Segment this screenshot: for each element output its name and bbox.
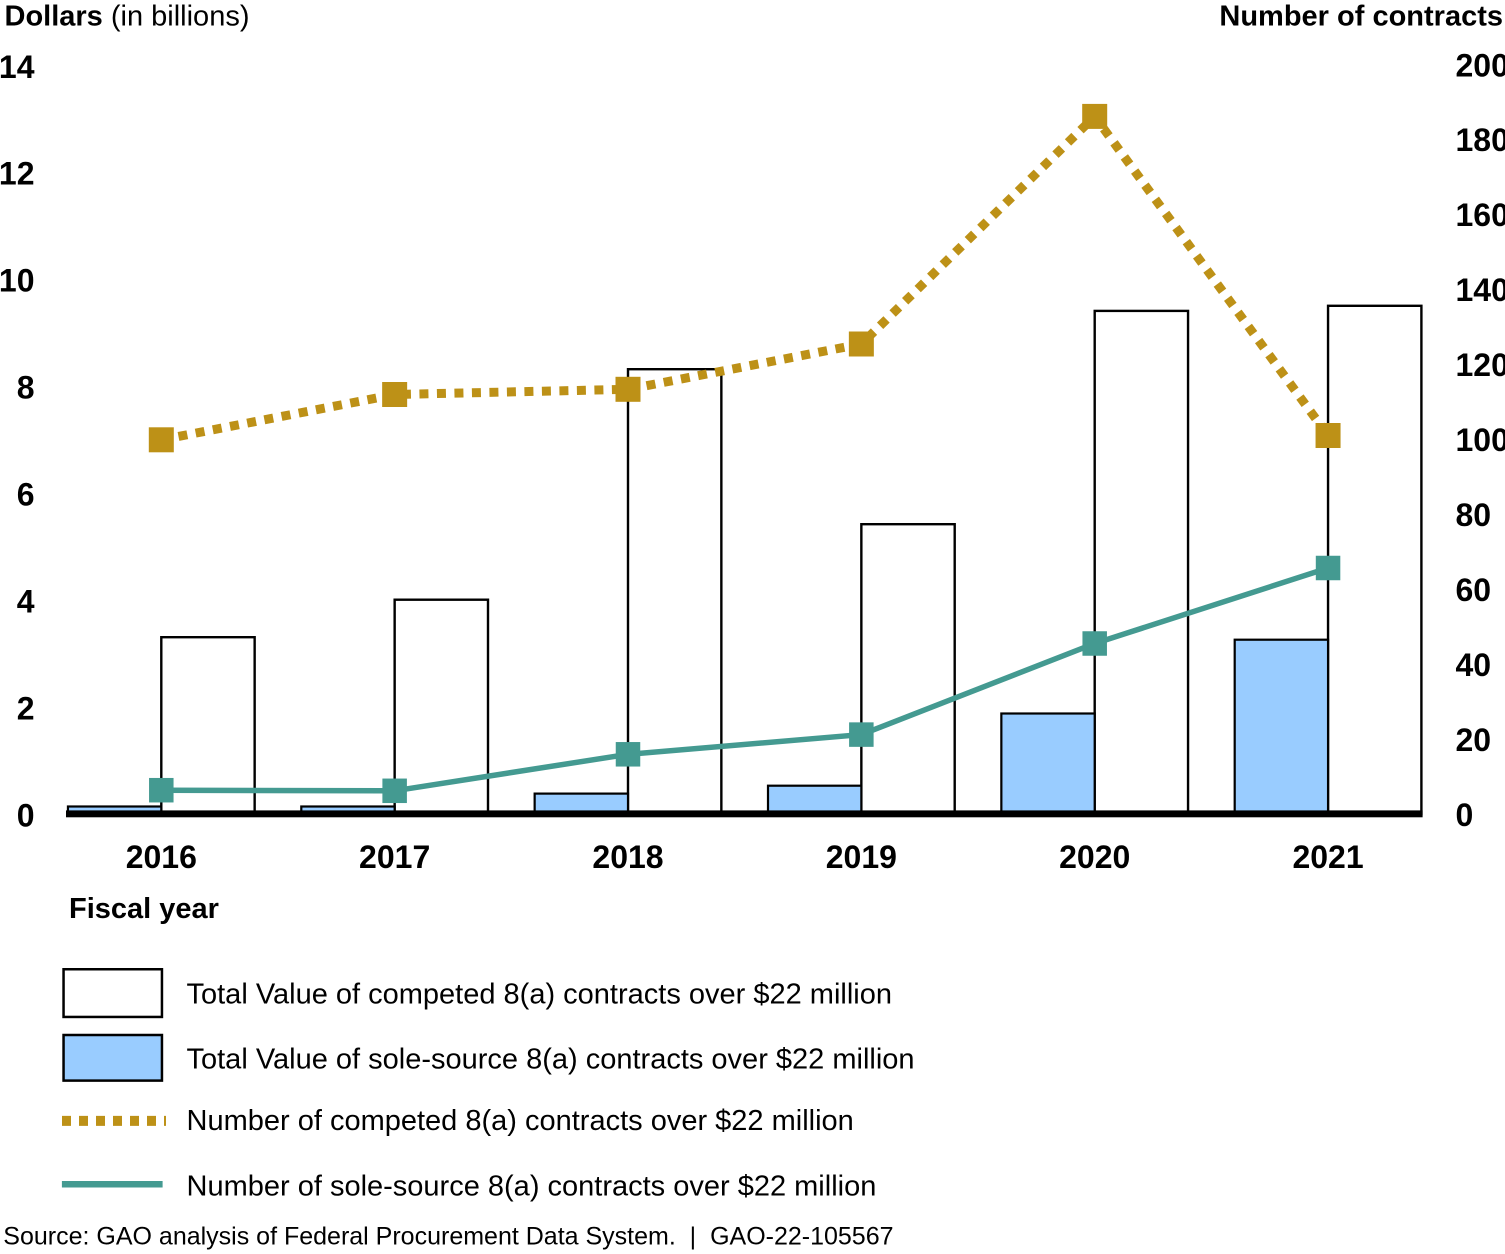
svg-text:120: 120: [1456, 347, 1505, 383]
svg-text:2: 2: [17, 691, 35, 727]
svg-text:2019: 2019: [826, 839, 897, 875]
svg-text:10: 10: [0, 263, 35, 299]
svg-text:2020: 2020: [1059, 839, 1130, 875]
svg-text:100: 100: [1456, 422, 1505, 458]
svg-text:8: 8: [17, 370, 35, 406]
svg-text:140: 140: [1456, 272, 1505, 308]
svg-text:180: 180: [1456, 122, 1505, 158]
svg-text:200: 200: [1456, 47, 1505, 83]
svg-text:80: 80: [1456, 497, 1492, 533]
svg-text:12: 12: [0, 156, 35, 192]
svg-text:Number of sole-source 8(a) con: Number of sole-source 8(a) contracts ove…: [187, 1171, 877, 1203]
svg-text:6: 6: [17, 477, 35, 513]
svg-text:Total Value of competed 8(a) c: Total Value of competed 8(a) contracts o…: [187, 978, 893, 1010]
svg-text:2018: 2018: [592, 839, 663, 875]
svg-text:4: 4: [17, 584, 35, 620]
svg-text:40: 40: [1456, 647, 1492, 683]
svg-text:Dollars (in billions): Dollars (in billions): [5, 1, 250, 33]
svg-text:0: 0: [17, 798, 35, 834]
svg-text:Fiscal year: Fiscal year: [69, 893, 219, 925]
svg-text:14: 14: [0, 49, 35, 85]
svg-text:2016: 2016: [126, 839, 197, 875]
svg-text:160: 160: [1456, 197, 1505, 233]
svg-text:2017: 2017: [359, 839, 430, 875]
svg-text:Number of contracts: Number of contracts: [1219, 1, 1503, 33]
svg-text:0: 0: [1456, 797, 1474, 833]
svg-text:20: 20: [1456, 722, 1492, 758]
svg-text:Number of competed 8(a) contra: Number of competed 8(a) contracts over $…: [187, 1105, 854, 1137]
svg-text:Source: GAO analysis of Federa: Source: GAO analysis of Federal Procurem…: [3, 1223, 893, 1251]
svg-text:60: 60: [1456, 572, 1492, 608]
svg-text:Total Value of sole-source 8(a: Total Value of sole-source 8(a) contract…: [187, 1044, 915, 1076]
svg-text:2021: 2021: [1292, 839, 1363, 875]
